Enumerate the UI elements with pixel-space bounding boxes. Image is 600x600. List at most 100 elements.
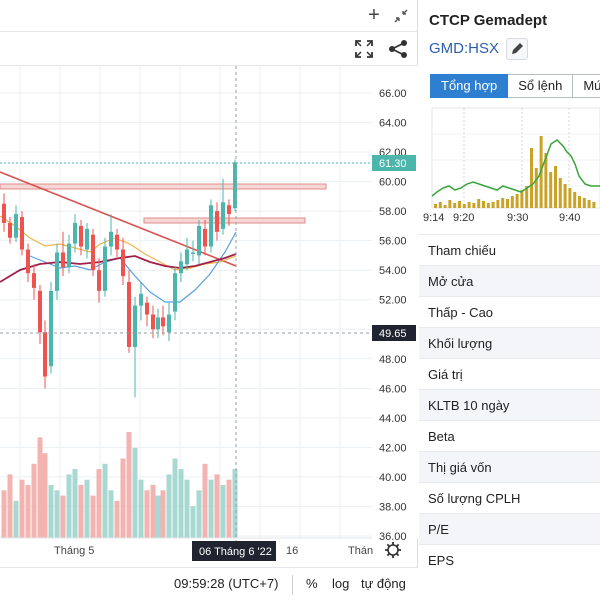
- price-tick-4: 58.00: [379, 206, 407, 218]
- candle-body: [127, 282, 131, 347]
- intraday-volume-bar: [587, 200, 591, 208]
- volume-bar: [1, 490, 7, 538]
- volume-bar: [144, 490, 150, 538]
- current-price-label: 61.30: [379, 158, 407, 170]
- volume-bar: [13, 500, 19, 538]
- candlestick-chart[interactable]: 66.0064.0062.0060.0058.0056.0054.0052.00…: [0, 66, 418, 567]
- intraday-volume-bar: [486, 203, 490, 208]
- stat-open: Mở cửa: [419, 265, 600, 296]
- candle-body: [109, 231, 113, 247]
- volume-bar: [114, 500, 120, 538]
- price-tick-11: 44.00: [379, 413, 407, 425]
- price-tick-12: 42.00: [379, 442, 407, 454]
- moving-average-blue: [29, 231, 237, 303]
- clock-label: 09:59:28 (UTC+7): [174, 576, 279, 591]
- intraday-volume-bar: [558, 178, 562, 208]
- volume-bars: [1, 432, 238, 538]
- chart-secondary-toolbar: [0, 32, 418, 66]
- volume-bar: [160, 490, 166, 538]
- tab-order-book[interactable]: Sổ lệnh: [508, 74, 574, 98]
- intraday-mini-chart[interactable]: [419, 104, 600, 224]
- intraday-volume-bar: [501, 198, 505, 208]
- resistance-zones[interactable]: [0, 183, 327, 224]
- volume-bar: [202, 463, 208, 538]
- volume-bar: [96, 469, 102, 538]
- intraday-volume-bar: [573, 192, 577, 208]
- stock-info-panel: CTCP Gemadept GMD:HSX Tổng hợp Sổ lệnh M…: [419, 0, 600, 600]
- volume-bar: [220, 485, 226, 538]
- ticker-symbol[interactable]: GMD:HSX: [429, 40, 500, 57]
- candle-body: [49, 290, 53, 367]
- downtrend-line[interactable]: [0, 171, 237, 267]
- resistance-zone-upper[interactable]: [0, 183, 327, 190]
- candle-body: [133, 305, 137, 347]
- stat-market-cap: Thị giá vốn: [419, 451, 600, 482]
- intraday-volume-bar: [448, 200, 452, 208]
- volume-bar: [78, 485, 84, 538]
- edit-button[interactable]: [506, 38, 528, 60]
- price-tick-5: 56.00: [379, 236, 407, 248]
- price-tick-6: 54.00: [379, 265, 407, 277]
- intraday-volume-bar: [515, 194, 519, 208]
- candle-body: [179, 261, 183, 274]
- price-tick-10: 46.00: [379, 383, 407, 395]
- volume-bar: [72, 469, 78, 538]
- candle-body: [161, 317, 165, 327]
- current-price-badge: [372, 155, 416, 171]
- candle-body: [26, 249, 30, 274]
- volume-bar: [184, 479, 190, 538]
- candle-body: [151, 314, 155, 330]
- log-toggle[interactable]: log: [332, 576, 350, 591]
- collapse-icon[interactable]: [389, 4, 413, 28]
- intraday-volume-bar: [477, 199, 481, 208]
- volume-bar: [226, 479, 232, 538]
- intraday-volume-bar: [491, 202, 495, 208]
- volume-bar: [7, 474, 13, 538]
- candles: [2, 159, 237, 398]
- volume-bar: [84, 479, 90, 538]
- volume-bar: [214, 474, 220, 538]
- price-chart-panel: + 66.00 64.00 62.00 60.00 58.00 56.00 54.00 52.…: [0, 0, 418, 600]
- intraday-volume-bar: [554, 166, 557, 208]
- chart-bottom-bar: 09:59:28 (UTC+7) % log tự động: [0, 567, 418, 600]
- intraday-volume-bar: [496, 200, 500, 208]
- price-axis[interactable]: 66.0064.0062.0060.0058.0056.0054.0052.00…: [372, 66, 418, 543]
- plus-icon[interactable]: +: [368, 4, 380, 26]
- price-tick-9: 48.00: [379, 354, 407, 366]
- intraday-volume-bar: [563, 184, 567, 208]
- stat-volume: Khối lượng: [419, 327, 600, 358]
- candle-body: [14, 214, 18, 238]
- price-tick-1: 64.00: [379, 118, 407, 130]
- fullscreen-icon[interactable]: [350, 35, 378, 63]
- candle-body: [67, 243, 71, 268]
- candle-body: [97, 270, 101, 291]
- volume-bar: [90, 495, 96, 538]
- volume-bar: [132, 447, 138, 538]
- intraday-volume-bar: [467, 202, 471, 208]
- volume-bar: [196, 490, 202, 538]
- stat-beta: Beta: [419, 420, 600, 451]
- candle-body: [145, 302, 149, 315]
- volume-bar: [108, 490, 114, 538]
- tab-overview[interactable]: Tổng hợp: [430, 74, 509, 98]
- tab-price-level[interactable]: Mức: [573, 74, 600, 98]
- candle-body: [197, 225, 201, 256]
- share-icon[interactable]: [384, 35, 412, 63]
- percent-toggle[interactable]: %: [306, 576, 318, 591]
- gear-icon[interactable]: [385, 542, 401, 558]
- intraday-volume-bar: [434, 204, 437, 208]
- intraday-volume-bar: [472, 203, 476, 208]
- price-tick-13: 40.00: [379, 472, 407, 484]
- intraday-volume-bar: [534, 168, 538, 208]
- crosshair-price-badge: [372, 325, 416, 341]
- candle-body: [85, 228, 89, 250]
- candle-body: [32, 273, 36, 288]
- volume-bar: [37, 437, 43, 538]
- volume-bar: [208, 479, 214, 538]
- auto-scale-toggle[interactable]: tự động: [361, 576, 406, 591]
- candle-body: [79, 225, 83, 247]
- mini-tick-1: 9:20: [453, 212, 475, 224]
- candle-body: [115, 234, 119, 250]
- candle-body: [121, 249, 125, 277]
- mini-tick-2: 9:30: [507, 212, 529, 224]
